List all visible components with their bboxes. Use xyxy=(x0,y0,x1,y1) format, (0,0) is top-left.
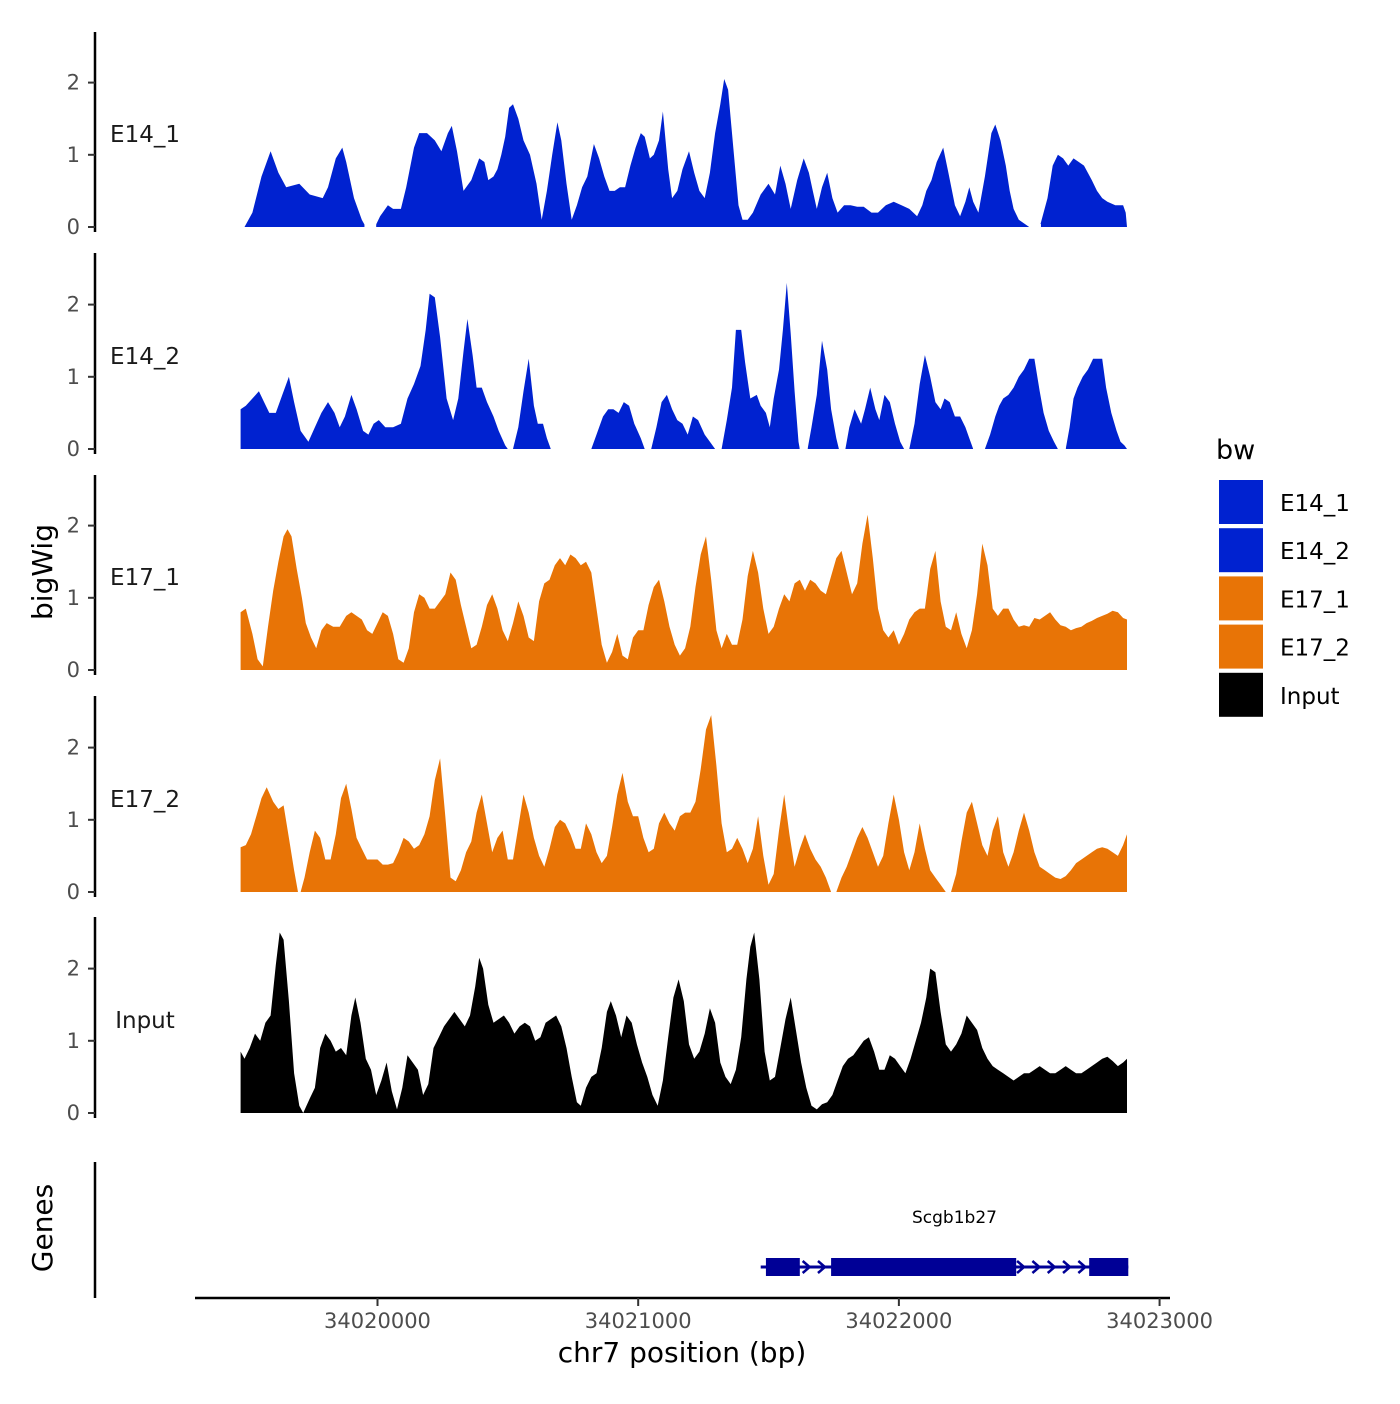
y-tick-label: 2 xyxy=(67,293,80,317)
track-Input: 0 1 2 Input xyxy=(67,917,1128,1125)
legend-label-E17_2: E17_2 xyxy=(1280,636,1350,662)
legend-key-Input xyxy=(1219,672,1263,717)
track-E17_1: 0 1 2 E17_1 xyxy=(67,475,1128,682)
legend-key-E14_2 xyxy=(1219,528,1263,573)
legend: bw E14_1 E14_2 E17_1 E17_2 Input xyxy=(1216,435,1350,717)
y-tick-label: 0 xyxy=(67,215,80,239)
track-label-E14_1: E14_1 xyxy=(110,122,180,148)
y-tick-label: 0 xyxy=(67,1101,80,1125)
y-tick-label: 0 xyxy=(67,880,80,904)
track-E17_2: 0 1 2 E17_2 xyxy=(67,696,1128,904)
y-tick-label: 2 xyxy=(67,957,80,981)
coverage-gap xyxy=(831,889,837,895)
area-Input xyxy=(240,932,1128,1113)
y-tick-label: 1 xyxy=(67,1029,80,1053)
x-tick-label: 34022000 xyxy=(845,1309,952,1333)
legend-label-E14_2: E14_2 xyxy=(1280,539,1350,565)
gene-strand-arrow xyxy=(1031,1260,1042,1274)
coverage-gap xyxy=(1057,446,1066,452)
gene-strand-arrow xyxy=(1046,1260,1057,1274)
coverage-gap xyxy=(799,446,808,452)
gene-strand-arrow xyxy=(1062,1260,1072,1274)
gene-strand-arrow xyxy=(1077,1260,1088,1274)
gene-exon xyxy=(1089,1258,1129,1276)
track-label-E17_2: E17_2 xyxy=(110,787,180,813)
track-label-E17_1: E17_1 xyxy=(110,565,180,591)
legend-title: bw xyxy=(1216,435,1255,466)
area-E14_2 xyxy=(240,282,1128,449)
area-E17_2 xyxy=(240,715,1128,892)
y-tick-label: 1 xyxy=(67,143,80,167)
y-axis-title: bigWig xyxy=(26,524,59,620)
y-tick-label: 1 xyxy=(67,365,80,389)
y-tick-label: 1 xyxy=(67,808,80,832)
x-tick-label: 34021000 xyxy=(585,1309,692,1333)
track-E14_1: 0 1 2 E14_1 xyxy=(67,32,1127,239)
gene-exon xyxy=(831,1258,1017,1276)
y-tick-label: 0 xyxy=(67,437,80,461)
track-label-Input: Input xyxy=(115,1008,175,1034)
coverage-gap xyxy=(973,446,985,452)
coverage-gap xyxy=(945,889,952,895)
track-E14_2: 0 1 2 E14_2 xyxy=(67,253,1128,461)
legend-key-E17_2 xyxy=(1219,624,1263,669)
x-tick-label: 34023000 xyxy=(1106,1309,1213,1333)
area-E17_1 xyxy=(240,514,1128,670)
legend-label-E14_1: E14_1 xyxy=(1280,491,1350,517)
gene-strand-arrow xyxy=(801,1260,812,1274)
y-tick-label: 0 xyxy=(67,658,80,682)
area-E14_1 xyxy=(244,79,1127,227)
x-axis-ticks: 34020000 34021000 34022000 34023000 xyxy=(324,1298,1213,1333)
legend-label-E17_1: E17_1 xyxy=(1280,587,1350,613)
coverage-gap xyxy=(550,446,592,452)
coverage-gap xyxy=(364,224,377,230)
gene-strand-arrow xyxy=(817,1260,827,1274)
y-tick-label: 2 xyxy=(67,71,80,95)
legend-key-E14_1 xyxy=(1219,480,1263,524)
legend-key-E17_1 xyxy=(1219,576,1263,621)
x-axis-title: chr7 position (bp) xyxy=(558,1336,807,1369)
gene-strand-arrow xyxy=(1016,1260,1027,1274)
y-tick-label: 1 xyxy=(67,586,80,610)
gene-exon xyxy=(765,1258,800,1276)
signal-tracks: 0 1 2 E14_1 0 1 2 E14_2 0 1 2 E17_1 0 1 2 E17_2 0 1 2 Input xyxy=(67,32,1128,1125)
genes-track-title: Genes xyxy=(26,1184,59,1272)
legend-label-Input: Input xyxy=(1280,684,1340,710)
x-tick-label: 34020000 xyxy=(324,1309,431,1333)
gene-name-label: Scgb1b27 xyxy=(912,1208,997,1228)
coverage-gap xyxy=(297,889,301,895)
y-tick-label: 2 xyxy=(67,736,80,760)
track-label-E14_2: E14_2 xyxy=(110,344,180,370)
gene-track: Scgb1b27 xyxy=(760,1208,1129,1276)
y-tick-label: 2 xyxy=(67,514,80,538)
coverage-gap xyxy=(1029,224,1041,230)
